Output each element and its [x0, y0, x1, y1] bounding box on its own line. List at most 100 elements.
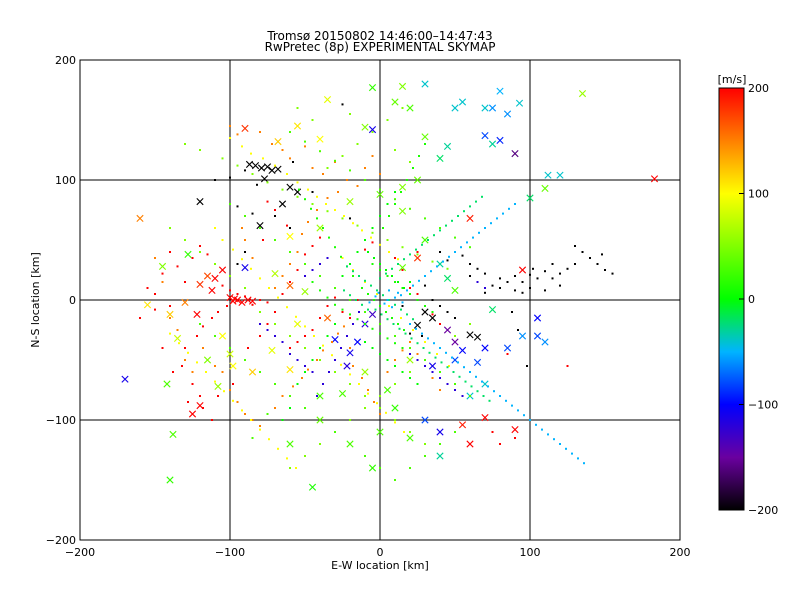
data-point-small	[311, 119, 314, 121]
data-point-small	[326, 210, 329, 213]
data-point-small	[202, 407, 204, 409]
data-point-small	[352, 323, 354, 325]
data-point-small	[454, 383, 456, 385]
data-point-small	[356, 251, 359, 253]
data-point-large	[376, 428, 384, 436]
data-point-large	[496, 87, 504, 95]
data-point-small	[334, 371, 336, 373]
data-point-small	[259, 425, 261, 427]
data-point-small	[469, 371, 471, 373]
data-point-small	[184, 281, 186, 283]
data-point-small	[214, 335, 216, 337]
data-point-small	[367, 392, 369, 395]
data-point-large	[361, 123, 369, 131]
data-point-small	[358, 311, 360, 313]
data-point-large	[541, 338, 549, 346]
data-point-small	[281, 419, 284, 421]
data-point-small	[289, 131, 291, 133]
data-point-small	[385, 272, 387, 275]
data-point-small	[421, 335, 423, 337]
data-point-small	[316, 359, 318, 361]
data-point-small	[431, 299, 434, 301]
data-point-small	[367, 251, 369, 253]
data-point-small	[181, 365, 183, 367]
data-point-small	[403, 258, 405, 261]
data-point-small	[388, 215, 390, 217]
data-point-small	[446, 267, 449, 270]
data-point-small	[266, 329, 269, 331]
data-point-small	[394, 359, 396, 361]
data-point-small	[349, 373, 351, 376]
data-point-small	[383, 302, 386, 305]
data-point-small	[397, 281, 399, 283]
data-point-small	[506, 353, 509, 355]
data-point-small	[319, 419, 321, 421]
data-point-large	[293, 320, 302, 328]
data-point-small	[244, 239, 246, 241]
data-point-large	[406, 356, 414, 364]
data-point-small	[379, 407, 381, 409]
data-point-small	[281, 395, 284, 397]
data-point-small	[386, 203, 389, 205]
data-point-large	[286, 232, 294, 240]
data-point-small	[574, 245, 576, 247]
data-point-large	[518, 266, 527, 274]
data-point-small	[521, 281, 524, 283]
data-point-large	[496, 136, 504, 144]
data-point-small	[289, 335, 291, 337]
data-point-small	[409, 467, 411, 469]
data-point-small	[223, 390, 225, 393]
data-point-small	[304, 347, 306, 349]
data-point-small	[416, 353, 419, 355]
data-point-small	[184, 359, 186, 361]
data-point-large	[163, 380, 171, 388]
data-point-small	[439, 443, 441, 445]
data-point-small	[349, 113, 351, 115]
data-point-small	[340, 347, 342, 349]
data-point-small	[281, 275, 284, 277]
data-point-small	[440, 361, 443, 364]
data-point-small	[439, 227, 441, 229]
data-point-small	[439, 323, 441, 325]
data-point-small	[439, 377, 441, 379]
data-point-small	[476, 390, 479, 393]
data-point-small	[416, 359, 419, 361]
data-point-small	[409, 431, 411, 433]
data-point-large	[208, 286, 216, 294]
data-point-large	[143, 301, 152, 309]
data-point-small	[458, 375, 461, 378]
x-tick-label: 100	[520, 546, 541, 559]
data-point-small	[397, 291, 399, 294]
data-point-small	[370, 284, 372, 287]
data-point-small	[401, 371, 404, 373]
data-point-small	[401, 347, 404, 349]
data-point-small	[304, 275, 306, 277]
data-point-small	[448, 365, 450, 367]
data-point-large	[263, 163, 272, 171]
data-point-large	[248, 297, 257, 305]
data-point-small	[374, 295, 377, 298]
data-point-small	[259, 323, 261, 325]
data-point-small	[424, 284, 426, 287]
data-point-large	[158, 262, 167, 270]
data-point-small	[379, 277, 381, 280]
chart-title: Tromsø 20150802 14:46:00–14:47:43	[266, 29, 492, 43]
data-point-large	[391, 98, 399, 106]
data-point-small	[191, 371, 194, 373]
data-point-large	[481, 414, 489, 422]
data-point-small	[169, 332, 171, 335]
data-point-small	[311, 245, 314, 247]
data-point-small	[268, 287, 270, 289]
data-point-large	[218, 332, 227, 340]
data-point-small	[169, 317, 171, 319]
data-point-small	[604, 269, 606, 271]
data-point-small	[295, 467, 297, 469]
data-point-small	[346, 265, 348, 268]
data-point-small	[401, 107, 404, 109]
data-point-large	[248, 368, 257, 376]
data-point-small	[154, 308, 156, 311]
data-point-small	[322, 173, 324, 175]
data-point-small	[191, 257, 194, 259]
data-point-small	[394, 419, 396, 421]
data-point-small	[319, 317, 321, 319]
